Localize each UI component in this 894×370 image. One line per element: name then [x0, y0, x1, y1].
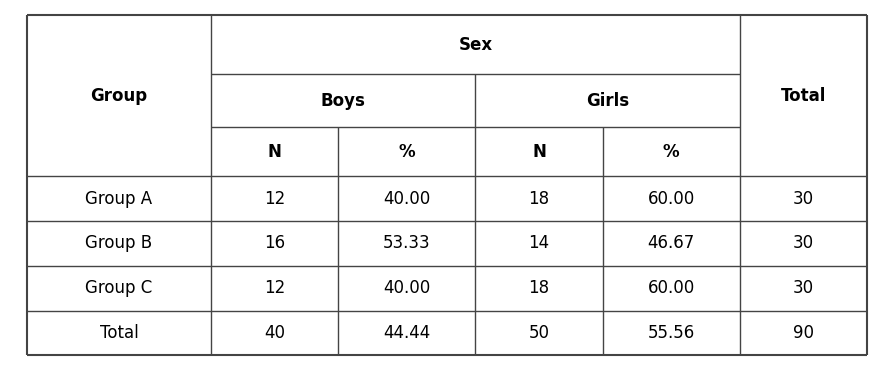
Text: Sex: Sex [459, 36, 493, 54]
Text: Total: Total [99, 324, 139, 342]
Text: Group A: Group A [85, 190, 153, 208]
Text: Group C: Group C [85, 279, 153, 297]
Text: Group: Group [90, 87, 148, 105]
Text: 90: 90 [793, 324, 814, 342]
Text: %: % [399, 143, 415, 161]
Text: 40.00: 40.00 [384, 190, 431, 208]
Text: 40: 40 [265, 324, 285, 342]
Text: 12: 12 [264, 190, 285, 208]
Text: Girls: Girls [586, 92, 629, 110]
Text: 18: 18 [528, 190, 550, 208]
Text: 60.00: 60.00 [647, 279, 695, 297]
Text: 55.56: 55.56 [647, 324, 695, 342]
Text: 44.44: 44.44 [384, 324, 431, 342]
Text: 60.00: 60.00 [647, 190, 695, 208]
Text: Group B: Group B [85, 235, 153, 252]
Text: 30: 30 [793, 190, 814, 208]
Text: 12: 12 [264, 279, 285, 297]
Text: N: N [532, 143, 546, 161]
Text: 16: 16 [264, 235, 285, 252]
Text: 50: 50 [528, 324, 550, 342]
Text: 18: 18 [528, 279, 550, 297]
Text: 14: 14 [528, 235, 550, 252]
Text: 53.33: 53.33 [383, 235, 431, 252]
Text: 30: 30 [793, 279, 814, 297]
Text: N: N [267, 143, 282, 161]
Text: %: % [663, 143, 679, 161]
Text: Boys: Boys [321, 92, 366, 110]
Text: 46.67: 46.67 [647, 235, 695, 252]
Text: 30: 30 [793, 235, 814, 252]
Text: Total: Total [780, 87, 826, 105]
Text: 40.00: 40.00 [384, 279, 431, 297]
